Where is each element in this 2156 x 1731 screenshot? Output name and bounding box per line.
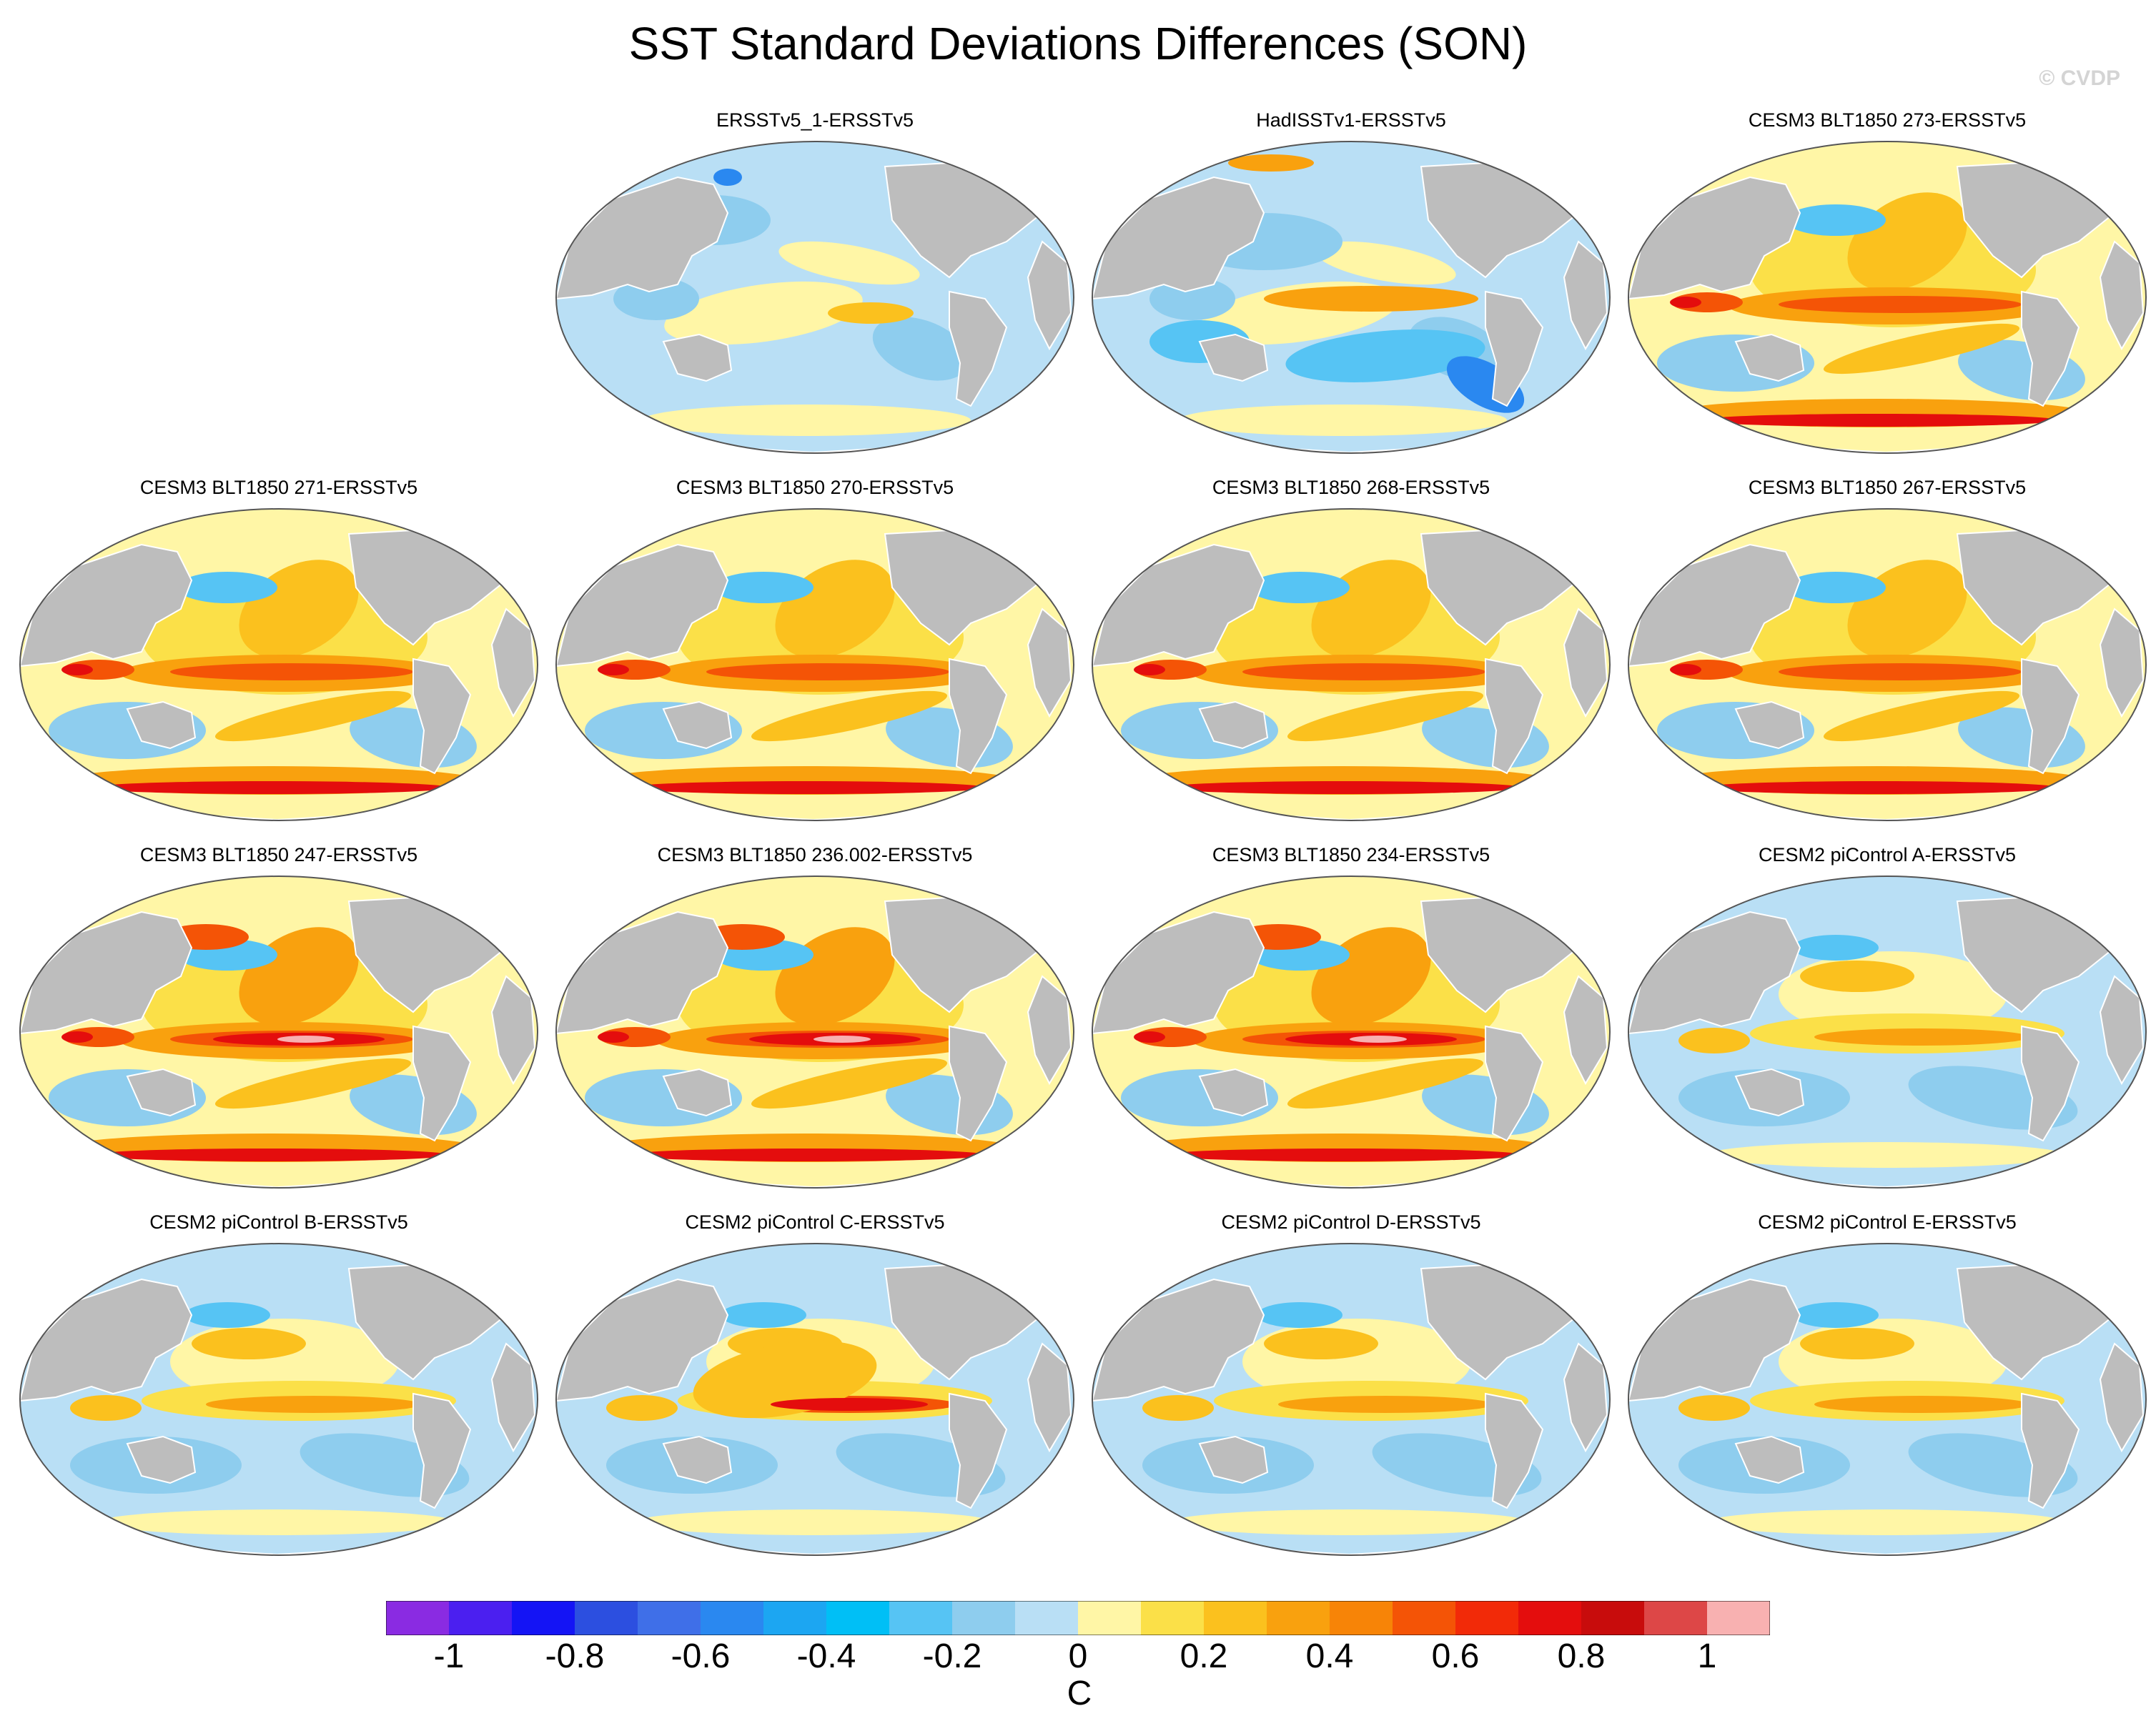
- colorbar-swatch: [763, 1601, 827, 1635]
- colorbar: [386, 1601, 1770, 1635]
- colorbar-swatch: [1581, 1601, 1645, 1635]
- colorbar-swatch: [1267, 1601, 1330, 1635]
- colorbar-swatch: [826, 1601, 890, 1635]
- map-panel: CESM2 piControl C-ERSSTv5: [549, 1209, 1081, 1562]
- map-panel: CESM3 BLT1850 234-ERSSTv5: [1085, 842, 1617, 1195]
- robinson-map: [1628, 876, 2147, 1189]
- panel-title: CESM3 BLT1850 271-ERSSTv5: [139, 477, 418, 498]
- robinson-map: [1628, 1243, 2147, 1556]
- colorbar-tick-label: 1: [1697, 1637, 1717, 1675]
- panel-title: CESM2 piControl D-ERSSTv5: [1221, 1211, 1481, 1233]
- colorbar-swatch: [1015, 1601, 1079, 1635]
- panel-title: CESM3 BLT1850 234-ERSSTv5: [1212, 844, 1490, 866]
- colorbar-tick-label: 0.2: [1180, 1637, 1228, 1675]
- robinson-map: [1628, 508, 2147, 821]
- map-panel: CESM3 BLT1850 273-ERSSTv5: [1621, 107, 2153, 460]
- colorbar-tick-label: 0.8: [1557, 1637, 1606, 1675]
- robinson-map: [555, 876, 1074, 1189]
- colorbar-swatch: [1078, 1601, 1142, 1635]
- colorbar-swatch: [701, 1601, 764, 1635]
- colorbar-swatch: [1141, 1601, 1205, 1635]
- robinson-map: [555, 508, 1074, 821]
- robinson-map: [555, 1243, 1074, 1556]
- panel-title: CESM3 BLT1850 267-ERSSTv5: [1748, 477, 2027, 498]
- robinson-map: [19, 508, 538, 821]
- panel-title: CESM3 BLT1850 268-ERSSTv5: [1212, 477, 1490, 498]
- panel-title: CESM2 piControl A-ERSSTv5: [1758, 844, 2017, 866]
- colorbar-swatch: [889, 1601, 953, 1635]
- colorbar-tick-label: -0.2: [922, 1637, 982, 1675]
- panel-title: CESM2 piControl C-ERSSTv5: [685, 1211, 945, 1233]
- map-panel: CESM2 piControl D-ERSSTv5: [1085, 1209, 1617, 1562]
- colorbar-swatch: [386, 1601, 450, 1635]
- figure-title: SST Standard Deviations Differences (SON…: [628, 18, 1528, 69]
- panel-title: HadISSTv1-ERSSTv5: [1256, 109, 1446, 131]
- panel-title: ERSSTv5_1-ERSSTv5: [716, 109, 914, 131]
- panel-title: CESM2 piControl E-ERSSTv5: [1758, 1211, 2017, 1233]
- colorbar-tick-label: 0.4: [1305, 1637, 1354, 1675]
- robinson-map: [1628, 141, 2147, 454]
- panel-title: CESM2 piControl B-ERSSTv5: [149, 1211, 408, 1233]
- colorbar-tick-label: -0.8: [545, 1637, 605, 1675]
- colorbar-swatch: [1455, 1601, 1519, 1635]
- colorbar-swatch: [1330, 1601, 1393, 1635]
- watermark: © CVDP: [2039, 66, 2120, 90]
- map-panel: ERSSTv5_1-ERSSTv5: [549, 107, 1081, 460]
- map-panel: CESM3 BLT1850 268-ERSSTv5: [1085, 475, 1617, 828]
- colorbar-swatch: [1707, 1601, 1770, 1635]
- colorbar-tick-label: -1: [433, 1637, 465, 1675]
- colorbar-tick-label: 0: [1068, 1637, 1088, 1675]
- robinson-map: [19, 1243, 538, 1556]
- colorbar-swatch: [638, 1601, 701, 1635]
- map-panel: CESM3 BLT1850 271-ERSSTv5: [13, 475, 545, 828]
- panel-title: CESM3 BLT1850 247-ERSSTv5: [139, 844, 418, 866]
- robinson-map: [1092, 1243, 1611, 1556]
- map-panel: CESM3 BLT1850 236.002-ERSSTv5: [549, 842, 1081, 1195]
- colorbar-units-label: C: [1067, 1675, 1092, 1712]
- robinson-map: [1092, 508, 1611, 821]
- colorbar-swatch: [449, 1601, 513, 1635]
- colorbar-swatch: [575, 1601, 638, 1635]
- robinson-map: [1092, 141, 1611, 454]
- colorbar-swatch: [952, 1601, 1016, 1635]
- robinson-map: [1092, 876, 1611, 1189]
- colorbar-swatch: [1518, 1601, 1582, 1635]
- map-panel: CESM2 piControl A-ERSSTv5: [1621, 842, 2153, 1195]
- colorbar-swatch: [1393, 1601, 1456, 1635]
- panel-title: CESM3 BLT1850 273-ERSSTv5: [1748, 109, 2027, 131]
- colorbar-tick-label: -0.4: [796, 1637, 856, 1675]
- map-panel: CESM2 piControl B-ERSSTv5: [13, 1209, 545, 1562]
- map-panel: CESM3 BLT1850 270-ERSSTv5: [549, 475, 1081, 828]
- map-panel: CESM3 BLT1850 247-ERSSTv5: [13, 842, 545, 1195]
- map-panel: CESM2 piControl E-ERSSTv5: [1621, 1209, 2153, 1562]
- panel-title: CESM3 BLT1850 236.002-ERSSTv5: [657, 844, 973, 866]
- map-panel: CESM3 BLT1850 267-ERSSTv5: [1621, 475, 2153, 828]
- panel-title: CESM3 BLT1850 270-ERSSTv5: [676, 477, 954, 498]
- colorbar-tick-label: -0.6: [671, 1637, 731, 1675]
- robinson-map: [555, 141, 1074, 454]
- robinson-map: [19, 876, 538, 1189]
- colorbar-swatch: [1644, 1601, 1708, 1635]
- colorbar-swatch: [512, 1601, 575, 1635]
- colorbar-swatch: [1204, 1601, 1267, 1635]
- map-panel: HadISSTv1-ERSSTv5: [1085, 107, 1617, 460]
- colorbar-tick-label: 0.6: [1431, 1637, 1480, 1675]
